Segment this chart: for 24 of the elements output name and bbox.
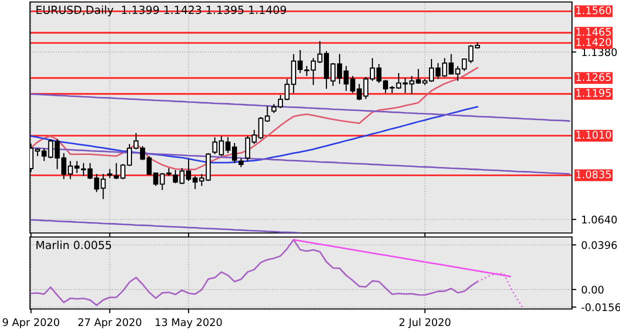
x-tick-label: 13 May 2020 bbox=[156, 318, 222, 328]
ref-line-label: 1.0835 bbox=[576, 170, 611, 178]
chart-title: Marlin 0.0055 bbox=[36, 240, 112, 250]
line-series bbox=[30, 67, 478, 170]
ref-line-label: 1.1010 bbox=[576, 130, 612, 139]
line-series bbox=[30, 238, 478, 306]
ref-line-label: 1.1560 bbox=[576, 6, 612, 14]
line-series bbox=[476, 272, 524, 309]
x-tick-label: 9 Apr 2020 bbox=[2, 318, 60, 328]
ref-line-label: 1.1195 bbox=[576, 89, 611, 97]
y-tick-label: 1.1380 bbox=[582, 48, 617, 56]
x-tick-label: 27 Apr 2020 bbox=[78, 318, 142, 328]
ref-line-label: 1.1265 bbox=[576, 73, 611, 82]
ref-line-label: 1.1420 bbox=[576, 38, 612, 46]
x-tick-label: 2 Jul 2020 bbox=[400, 318, 450, 328]
candlestick bbox=[107, 168, 112, 179]
y-tick-label: 0.00 bbox=[582, 286, 604, 294]
y-tick-label: 1.0640 bbox=[582, 216, 617, 224]
line-series bbox=[30, 93, 570, 122]
candlestick bbox=[238, 158, 244, 168]
y-tick-label: 0.0396 bbox=[582, 241, 617, 249]
line-series bbox=[292, 238, 512, 278]
line-series bbox=[30, 219, 301, 233]
ref-line-label: 1.1465 bbox=[576, 28, 611, 36]
